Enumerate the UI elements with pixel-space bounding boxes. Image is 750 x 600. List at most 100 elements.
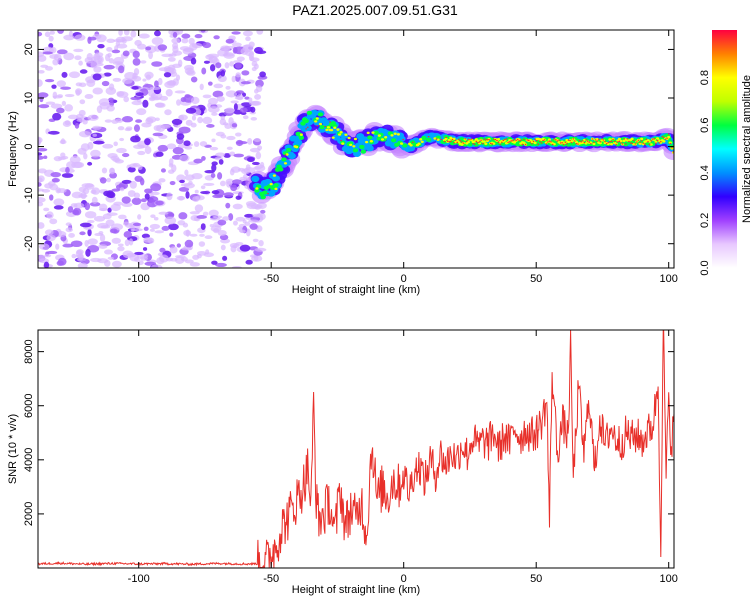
ridge-blob bbox=[318, 122, 323, 126]
ridge-blob bbox=[540, 142, 543, 144]
noise-blob bbox=[200, 30, 206, 33]
snr-frame bbox=[37, 329, 675, 569]
noise-blob bbox=[244, 221, 251, 226]
noise-blob bbox=[87, 228, 92, 237]
noise-blob bbox=[150, 214, 156, 218]
noise-blob bbox=[217, 219, 227, 226]
ridge-blob bbox=[623, 138, 625, 140]
ridge-blob bbox=[570, 140, 574, 143]
noise-blob bbox=[231, 123, 238, 128]
y-tick-label: 6000 bbox=[23, 393, 35, 417]
noise-blob bbox=[44, 31, 51, 38]
noise-blob bbox=[53, 53, 62, 61]
noise-blob bbox=[91, 196, 98, 204]
ridge-blob bbox=[331, 136, 335, 139]
ridge-blob bbox=[555, 139, 557, 141]
noise-blob bbox=[231, 75, 236, 83]
noise-blob bbox=[69, 155, 81, 164]
ridge-blob bbox=[473, 143, 476, 145]
noise-blob bbox=[148, 96, 156, 102]
noise-blob bbox=[107, 152, 118, 159]
snr-x-axis-label: Height of straight line (km) bbox=[292, 584, 420, 596]
ridge-blob bbox=[306, 126, 309, 128]
ridge-blob bbox=[472, 143, 474, 145]
ridge-blob bbox=[447, 138, 451, 142]
noise-blob bbox=[175, 74, 181, 81]
noise-blob bbox=[174, 90, 186, 94]
ridge-blob bbox=[336, 128, 340, 131]
noise-blob bbox=[226, 135, 236, 141]
noise-blob bbox=[65, 166, 70, 174]
ridge-blob bbox=[641, 142, 645, 146]
noise-blob bbox=[157, 77, 163, 86]
ridge-blob bbox=[450, 140, 452, 143]
noise-blob bbox=[104, 249, 113, 255]
noise-blob bbox=[250, 204, 263, 210]
noise-blob bbox=[43, 261, 50, 268]
ridge-blob bbox=[255, 187, 259, 190]
noise-blob bbox=[211, 138, 216, 143]
noise-blob bbox=[217, 172, 223, 180]
noise-blob bbox=[38, 148, 48, 152]
noise-blob bbox=[143, 226, 149, 232]
noise-blob bbox=[105, 219, 115, 227]
noise-blob bbox=[151, 61, 163, 67]
spectrogram-x-ticks: -100 -50 0 50 100 bbox=[128, 30, 678, 285]
ridge-blob bbox=[630, 137, 634, 141]
noise-blob bbox=[182, 48, 194, 55]
noise-blob bbox=[38, 137, 42, 145]
ridge-blob bbox=[642, 142, 645, 144]
noise-blob bbox=[131, 75, 142, 82]
noise-blob bbox=[190, 76, 198, 83]
ridge-blob bbox=[367, 135, 373, 140]
noise-blob bbox=[178, 187, 190, 192]
noise-blob bbox=[158, 67, 170, 72]
ridge-blob bbox=[488, 138, 490, 141]
noise-blob bbox=[38, 92, 49, 99]
noise-blob bbox=[171, 37, 180, 44]
noise-blob bbox=[108, 97, 114, 102]
noise-blob bbox=[73, 202, 85, 209]
ridge-blob bbox=[377, 134, 381, 137]
x-tick-label: -50 bbox=[263, 573, 279, 585]
ridge-blob bbox=[478, 141, 481, 143]
noise-blob bbox=[248, 219, 259, 223]
noise-blob bbox=[74, 55, 82, 61]
ridge-blob bbox=[333, 126, 337, 129]
ridge-blob bbox=[510, 140, 513, 142]
noise-blob bbox=[222, 255, 228, 261]
noise-blob bbox=[113, 56, 125, 65]
noise-blob bbox=[38, 254, 46, 261]
noise-blob bbox=[99, 177, 107, 184]
x-tick-label: 100 bbox=[660, 573, 678, 585]
noise-blob bbox=[148, 51, 154, 60]
ridge-blob bbox=[609, 143, 614, 146]
noise-blob bbox=[205, 54, 215, 60]
noise-blob bbox=[64, 104, 74, 112]
ridge-blob bbox=[352, 148, 359, 153]
ridge-blob bbox=[547, 138, 552, 141]
ridge-blob bbox=[651, 138, 654, 140]
ridge-blob bbox=[535, 140, 538, 142]
ridge-blob bbox=[543, 139, 546, 141]
noise-blob bbox=[46, 211, 54, 219]
noise-blob bbox=[133, 124, 140, 133]
noise-blob bbox=[106, 105, 115, 112]
noise-blob bbox=[134, 251, 144, 255]
noise-blob bbox=[62, 120, 72, 127]
ridge-blob bbox=[451, 138, 454, 141]
noise-blob bbox=[225, 85, 231, 90]
ridge-blob bbox=[594, 139, 597, 141]
noise-blob bbox=[244, 96, 250, 100]
noise-blob bbox=[209, 146, 219, 151]
noise-blob bbox=[254, 247, 267, 252]
noise-blob bbox=[207, 81, 213, 86]
noise-blob bbox=[94, 52, 104, 58]
noise-blob bbox=[219, 180, 226, 187]
ridge-blob bbox=[620, 142, 622, 144]
noise-blob bbox=[137, 214, 142, 220]
ridge-blob bbox=[548, 140, 551, 142]
ridge-blob bbox=[558, 139, 560, 141]
snr-y-axis-label: SNR (10 * v/v) bbox=[7, 414, 19, 484]
ridge-blob bbox=[341, 142, 345, 145]
